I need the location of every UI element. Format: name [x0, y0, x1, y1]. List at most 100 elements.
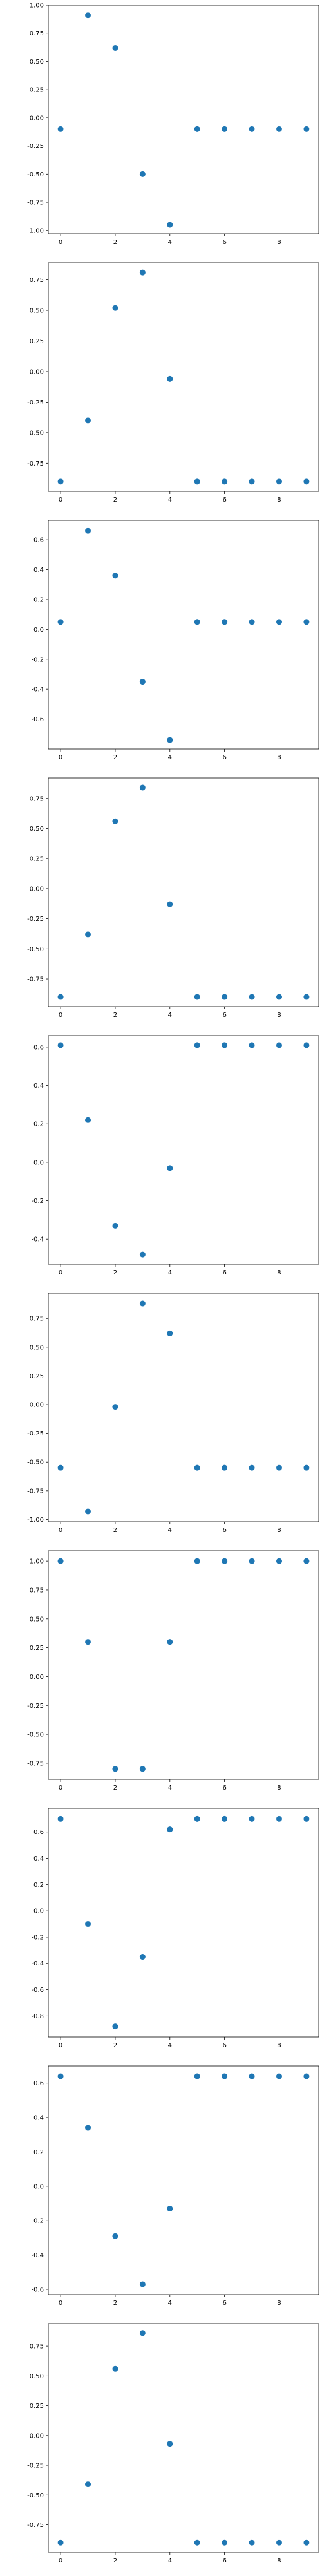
data-point [222, 1815, 228, 1822]
data-point [57, 1042, 64, 1048]
plot-frame [48, 5, 319, 234]
x-tick-label: 4 [168, 1012, 172, 1019]
data-point [85, 1117, 91, 1123]
data-point [276, 2073, 282, 2079]
data-point [167, 2441, 173, 2447]
data-point [249, 1815, 255, 1822]
data-point [303, 619, 310, 625]
y-tick-label: 0.2 [33, 1882, 44, 1889]
y-tick-label: 0.25 [30, 1645, 44, 1652]
plot-frame [48, 1808, 319, 2038]
x-tick-label: 0 [59, 2042, 62, 2049]
x-tick-label: 6 [222, 1012, 226, 1019]
y-tick-label: 0.75 [30, 1316, 44, 1323]
plot-frame [48, 520, 319, 750]
data-point [139, 171, 146, 177]
data-point [222, 619, 228, 625]
data-point [194, 994, 200, 1000]
data-point [112, 2023, 118, 2030]
data-point [85, 2125, 91, 2131]
data-point [249, 478, 255, 485]
data-point [249, 1464, 255, 1471]
data-point [167, 1639, 173, 1645]
data-point [167, 737, 173, 743]
scatter-chart-1: 1.00 0.75 0.50 0.25 0.00 -0.25 -0.50 -0.75 -1.00… [27, 3, 319, 246]
data-point [85, 1508, 91, 1515]
y-tick-label: 0.0 [33, 1908, 44, 1915]
scatter-chart-6: 0.75 0.50 0.25 0.00 -0.25 -0.50 -0.75 -1.00 0 2 4 6… [27, 1293, 319, 1534]
x-tick-label: 2 [113, 2042, 117, 2049]
scatter-chart-8: 0.6 0.4 0.2 0.0 -0.2 -0.4 -0.6 -0.8 0 2 4 6 8 [31, 1808, 319, 2049]
data-point [276, 126, 282, 132]
y-tick-label: -0.25 [27, 1430, 44, 1437]
y-tick-label: -0.2 [31, 1198, 44, 1205]
x-tick-label: 4 [168, 239, 172, 246]
data-point [194, 1558, 200, 1564]
y-tick-label: -0.8 [31, 2013, 44, 2020]
data-point [222, 126, 228, 132]
y-tick-label: 0.2 [33, 596, 44, 603]
x-tick-label: 2 [113, 1269, 117, 1276]
y-tick-label: 0.50 [30, 59, 44, 66]
scatter-chart-3: 0.6 0.4 0.2 0.0 -0.2 -0.4 -0.6 0 2 4 6 8 [31, 520, 319, 761]
x-tick-label: 6 [222, 2042, 226, 2049]
data-point [194, 1464, 200, 1471]
x-tick-label: 0 [59, 754, 62, 761]
data-point [222, 2539, 228, 2546]
y-tick-label: 0.50 [30, 1344, 44, 1351]
plot-frame [48, 1035, 319, 1265]
x-tick-label: 0 [59, 497, 62, 504]
y-tick-label: 0.50 [30, 2373, 44, 2380]
x-tick-label: 8 [277, 754, 281, 761]
y-tick-label: 0.00 [30, 1674, 44, 1681]
x-tick-label: 6 [222, 1527, 226, 1534]
x-tick-label: 8 [277, 1269, 281, 1276]
data-point [276, 1464, 282, 1471]
y-tick-label: 0.50 [30, 308, 44, 315]
y-tick-label: 0.25 [30, 2403, 44, 2410]
y-tick-label: -0.75 [27, 976, 44, 983]
x-tick-label: 0 [59, 1012, 62, 1019]
data-point [112, 1404, 118, 1410]
scatter-chart-5: 0.6 0.4 0.2 0.0 -0.2 -0.4 0 2 4 6 8 [31, 1035, 319, 1276]
scatter-chart-4: 0.75 0.50 0.25 0.00 -0.25 -0.50 -0.75 0 2 4 6 8 [27, 777, 319, 1019]
x-tick-label: 6 [222, 2557, 226, 2564]
y-tick-label: -0.25 [27, 916, 44, 923]
y-tick-label: 0.75 [30, 2344, 44, 2351]
data-point [85, 12, 91, 19]
y-tick-label: 1.00 [30, 3, 44, 10]
data-point [303, 1464, 310, 1471]
x-tick-label: 2 [113, 1785, 117, 1792]
y-tick-label: 0.75 [30, 795, 44, 802]
data-point [249, 2539, 255, 2546]
x-tick-label: 6 [222, 754, 226, 761]
data-point [167, 375, 173, 382]
y-tick-label: -0.4 [31, 687, 44, 694]
scatter-chart-10: 0.75 0.50 0.25 0.00 -0.25 -0.50 -0.75 0 2 4 6 8 [27, 2323, 319, 2564]
data-point [139, 269, 146, 276]
y-tick-label: 0.0 [33, 1159, 44, 1166]
data-point [222, 1464, 228, 1471]
y-tick-label: 0.50 [30, 826, 44, 833]
data-point [194, 126, 200, 132]
data-point [167, 1165, 173, 1171]
data-point [139, 784, 146, 791]
data-point [276, 994, 282, 1000]
data-point [194, 1815, 200, 1822]
y-tick-label: 0.00 [30, 368, 44, 375]
x-tick-label: 8 [277, 1527, 281, 1534]
y-tick-label: -0.2 [31, 656, 44, 663]
data-point [276, 1558, 282, 1564]
y-tick-label: -0.6 [31, 1987, 44, 1994]
data-point [222, 2073, 228, 2079]
x-tick-label: 4 [168, 1269, 172, 1276]
x-tick-label: 0 [59, 1527, 62, 1534]
y-tick-label: 0.4 [33, 1855, 44, 1862]
data-point [57, 478, 64, 485]
x-tick-label: 4 [168, 754, 172, 761]
y-tick-label: -0.50 [27, 1459, 44, 1466]
y-tick-label: 0.00 [30, 2432, 44, 2439]
x-tick-label: 0 [59, 1269, 62, 1276]
y-tick-label: -0.75 [27, 1760, 44, 1767]
data-point [303, 1558, 310, 1564]
